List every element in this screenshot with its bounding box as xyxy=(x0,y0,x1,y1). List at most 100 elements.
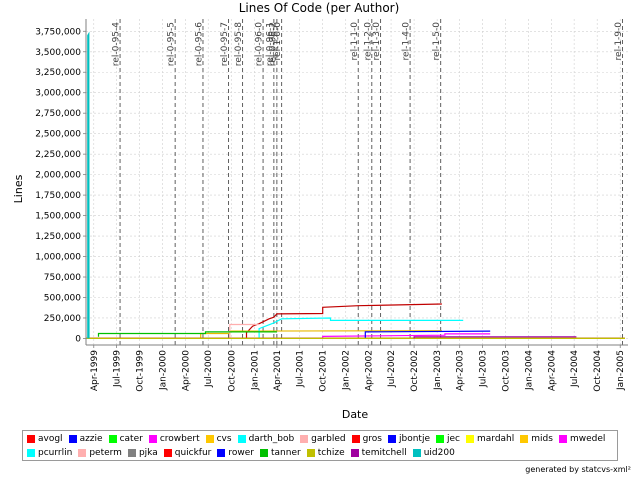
legend-swatch xyxy=(260,449,268,457)
legend-item-mardahl: mardahl xyxy=(466,432,514,446)
legend-label: tanner xyxy=(271,448,301,458)
legend-label: jbontje xyxy=(399,434,430,444)
plot-area xyxy=(86,19,628,345)
release-marker-label: rel-0-96-0 xyxy=(255,22,265,66)
release-marker-label: rel-1-9-0 xyxy=(614,22,624,61)
legend-item-gros: gros xyxy=(351,432,382,446)
x-tick-label: Jan-2001 xyxy=(250,350,260,391)
y-tick-label: 3,250,000 xyxy=(35,68,81,78)
y-tick-label: 250,000 xyxy=(44,314,81,324)
legend-label: temitchell xyxy=(361,448,407,458)
y-tick-label: 2,250,000 xyxy=(35,150,81,160)
legend-item-cvs: cvs xyxy=(205,432,232,446)
x-tick-label: Oct-2003 xyxy=(502,350,512,392)
legend-swatch xyxy=(558,435,567,443)
legend-swatch xyxy=(436,435,444,443)
release-markers: rel-0-95-4 rel-0-95-5 rel-0-95-6 rel-0-95-7… xyxy=(112,19,624,345)
legend-swatch xyxy=(27,435,35,443)
x-tick-label: Oct-2000 xyxy=(227,350,237,392)
legend-item-jec: jec xyxy=(436,432,460,446)
x-tick-label: Apr-2002 xyxy=(364,350,374,391)
x-tick-label: Jan-2005 xyxy=(616,350,626,391)
legend-swatch xyxy=(217,449,226,457)
legend-item-crowbert: crowbert xyxy=(148,432,200,446)
legend-label: jec xyxy=(447,434,460,444)
axes xyxy=(83,19,628,348)
x-tick-label: Jan-2000 xyxy=(159,350,169,391)
legend-item-pcurrlin: pcurrlin xyxy=(27,446,72,460)
legend-swatch xyxy=(520,435,529,443)
x-tick-label: Jul-2002 xyxy=(387,350,397,388)
y-tick-label: 500,000 xyxy=(44,293,81,303)
series-line-rower xyxy=(364,330,491,339)
y-tick-label: 3,000,000 xyxy=(35,89,81,99)
legend-swatch xyxy=(388,435,396,443)
legend-swatch xyxy=(300,435,309,443)
x-tick-label: Jul-2000 xyxy=(204,350,214,388)
x-tick-label: Jan-2004 xyxy=(525,350,535,391)
legend-label: tchize xyxy=(317,448,345,458)
release-marker-label: rel-0-96-1 xyxy=(265,22,275,66)
x-axis-label: Date xyxy=(342,408,369,421)
release-marker-label: rel-0-95-4 xyxy=(112,22,122,66)
y-tick-label: 0 xyxy=(75,334,81,344)
y-tick-label: 1,750,000 xyxy=(35,191,81,201)
x-tick-label: Oct-2002 xyxy=(410,350,420,392)
legend-label: pcurrlin xyxy=(38,448,73,458)
legend-item-temitchell: temitchell xyxy=(350,446,407,460)
legend-label: garbled xyxy=(311,434,346,444)
series-lines xyxy=(86,31,625,339)
legend-swatch xyxy=(127,449,136,457)
legend-swatch xyxy=(27,449,35,457)
legend-item-garbled: garbled xyxy=(300,432,346,446)
release-marker-label: rel-0-95-6 xyxy=(194,22,204,66)
release-marker-label: rel-1-2-0 xyxy=(363,22,373,61)
legend-item-pjka: pjka xyxy=(127,446,158,460)
release-marker-label: rel-0-96-2 xyxy=(268,22,278,66)
x-tick-label: Oct-2004 xyxy=(593,350,603,392)
legend-label: darth_bob xyxy=(248,434,295,444)
y-tick-label: 1,500,000 xyxy=(35,212,81,222)
legend-swatch xyxy=(351,435,360,443)
legend-label: mardahl xyxy=(477,434,515,444)
legend-label: crowbert xyxy=(159,434,200,444)
series-line-uid200 xyxy=(87,31,90,339)
y-tick-label: 1,250,000 xyxy=(35,232,81,242)
x-tick-label: Jul-2004 xyxy=(570,350,580,388)
legend-swatch xyxy=(148,435,157,443)
legend: avogl azzie cater crowbert cvs darth_bob garbl… xyxy=(22,430,618,461)
legend-swatch xyxy=(350,449,359,457)
legend-item-avogl: avogl xyxy=(27,432,63,446)
legend-swatch xyxy=(163,449,172,457)
legend-swatch xyxy=(68,435,77,443)
legend-item-cater: cater xyxy=(108,432,143,446)
release-marker-label: rel-0-95-7 xyxy=(220,22,230,66)
release-marker-label: rel-1-4-0 xyxy=(402,22,412,61)
y-tick-label: 2,500,000 xyxy=(35,130,81,140)
y-tick-label: 3,750,000 xyxy=(35,27,81,37)
generated-by-footer: generated by statcvs-xml² xyxy=(525,465,631,474)
grid-lines xyxy=(86,19,628,345)
x-tick-label: Apr-2001 xyxy=(273,350,283,391)
legend-swatch xyxy=(466,435,474,443)
x-tick-labels: Apr-1999 Jul-1999 Oct-1999 Jan-2000 Apr-2000… xyxy=(90,350,626,392)
legend-label: peterm xyxy=(89,448,122,458)
x-tick-label: Oct-2001 xyxy=(319,350,329,392)
y-tick-labels: 0 250,000 500,000 750,000 1,000,000 1,250,000… xyxy=(35,27,81,344)
x-tick-label: Apr-2000 xyxy=(181,350,191,391)
legend-item-quickfur: quickfur xyxy=(163,446,211,460)
legend-label: gros xyxy=(362,434,382,444)
x-tick-label: Oct-1999 xyxy=(136,350,146,392)
legend-label: uid200 xyxy=(423,448,455,458)
y-tick-label: 2,000,000 xyxy=(35,171,81,181)
x-tick-label: Jul-1999 xyxy=(113,350,123,388)
series-line-pcurrlin xyxy=(258,317,464,339)
legend-item-darth_bob: darth_bob xyxy=(237,432,295,446)
release-marker-label: rel-0-95-8 xyxy=(234,22,244,66)
legend-swatch xyxy=(78,449,87,457)
legend-swatch xyxy=(108,435,117,443)
legend-label: mwedel xyxy=(569,434,606,444)
legend-item-tchize: tchize xyxy=(306,446,345,460)
series-line-peterm xyxy=(229,323,260,339)
release-marker-label: rel-1-5-0 xyxy=(432,22,442,61)
